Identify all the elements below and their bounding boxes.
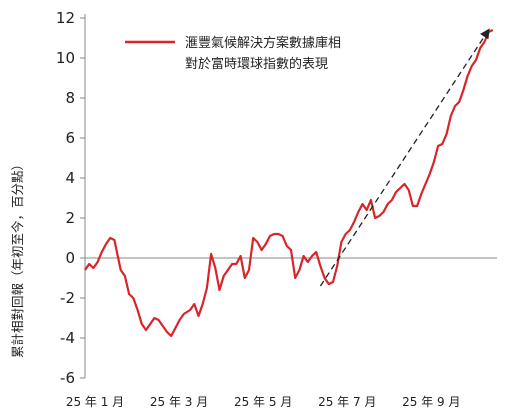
y-ticks: -6 -4 -2 0 2 4 6 8 10 12 <box>56 9 85 387</box>
y-tick-label: -6 <box>60 369 75 387</box>
x-tick-label: 25 年 9 月 <box>402 395 460 409</box>
axes <box>84 14 497 378</box>
legend-label-line2: 對於富時環球指數的表現 <box>185 56 328 72</box>
x-ticks: 25 年 1 月 25 年 3 月 25 年 5 月 25 年 7 月 25 年 9 月 <box>66 395 461 409</box>
y-tick-label: 12 <box>56 9 75 27</box>
y-tick-label: 6 <box>65 129 75 147</box>
y-axis-label: 累計相對回報（年初至今，百分點） <box>10 158 25 358</box>
legend-label-line1: 滙豐氣候解決方案數據庫相 <box>185 35 341 51</box>
y-tick-label: 10 <box>56 49 75 67</box>
y-tick-label: -2 <box>60 289 75 307</box>
x-tick-label: 25 年 1 月 <box>66 395 124 409</box>
trend-arrow-line <box>319 28 490 287</box>
y-tick-label: -4 <box>60 329 75 347</box>
y-tick-label: 2 <box>65 209 75 227</box>
x-tick-label: 25 年 3 月 <box>150 395 208 409</box>
y-tick-label: 4 <box>65 169 75 187</box>
x-tick-label: 25 年 5 月 <box>234 395 292 409</box>
series-line <box>84 29 494 338</box>
y-tick-label: 0 <box>65 249 75 267</box>
legend: 滙豐氣候解決方案數據庫相 對於富時環球指數的表現 <box>125 35 341 72</box>
trend-arrow <box>319 28 490 287</box>
y-tick-label: 8 <box>65 89 75 107</box>
series-lines <box>84 29 494 338</box>
x-tick-label: 25 年 7 月 <box>318 395 376 409</box>
